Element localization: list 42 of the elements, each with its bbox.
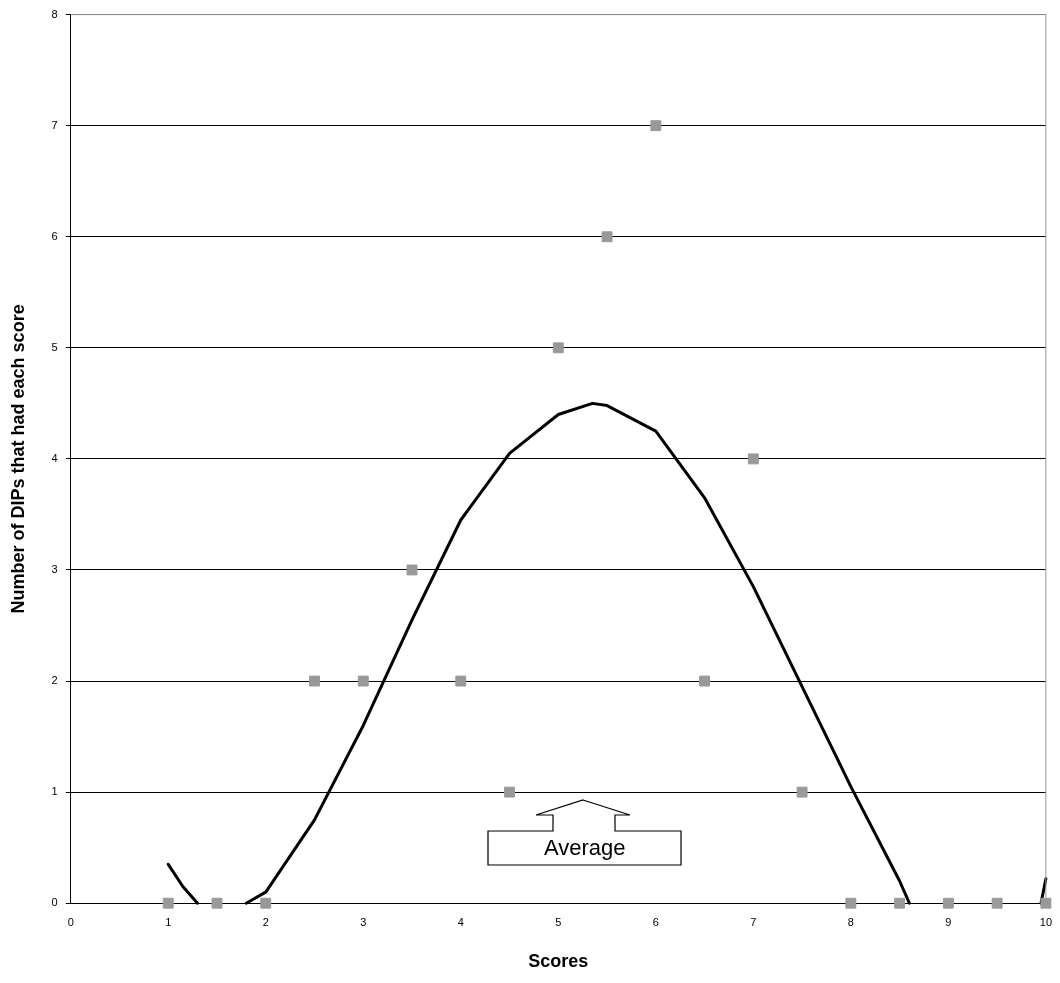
point [991,897,1003,909]
y-tick-label: 3 [51,563,58,576]
x-tick-label: 10 [1039,915,1053,928]
point [406,564,418,576]
point [162,897,174,909]
x-axis-title: Scores [528,951,589,972]
point [1040,897,1052,909]
point [455,675,467,687]
point [747,453,759,465]
y-axis-title: Number of DIPs that had each score [7,304,28,614]
point [942,897,954,909]
point [260,897,272,909]
y-tick-label: 7 [51,118,58,131]
point [357,675,369,687]
x-tick-label: 6 [652,915,659,928]
x-tick-label: 9 [945,915,952,928]
x-tick-label: 1 [165,915,172,928]
point [699,675,711,687]
point [845,897,857,909]
annotation: Average [542,835,627,862]
x-tick-label: 3 [360,915,367,928]
point [601,231,613,243]
point [504,786,515,798]
y-tick-label: 6 [51,229,58,242]
point [650,120,662,132]
y-tick-label: 0 [51,896,58,909]
y-tick-label: 8 [51,7,58,20]
x-tick-label: 0 [67,915,74,928]
point [894,897,906,909]
x-tick-label: 4 [457,915,464,928]
y-tick-label: 1 [51,785,58,798]
x-tick-label: 2 [262,915,269,928]
point [309,675,320,687]
y-tick-label: 5 [51,340,58,353]
x-tick-label: 5 [555,915,562,928]
x-tick-label: 7 [750,915,757,928]
y-tick-label: 2 [51,674,58,687]
y-tick-label: 4 [51,451,58,464]
point [211,897,223,909]
x-tick-label: 8 [847,915,854,928]
point [552,342,564,354]
point [796,786,808,798]
